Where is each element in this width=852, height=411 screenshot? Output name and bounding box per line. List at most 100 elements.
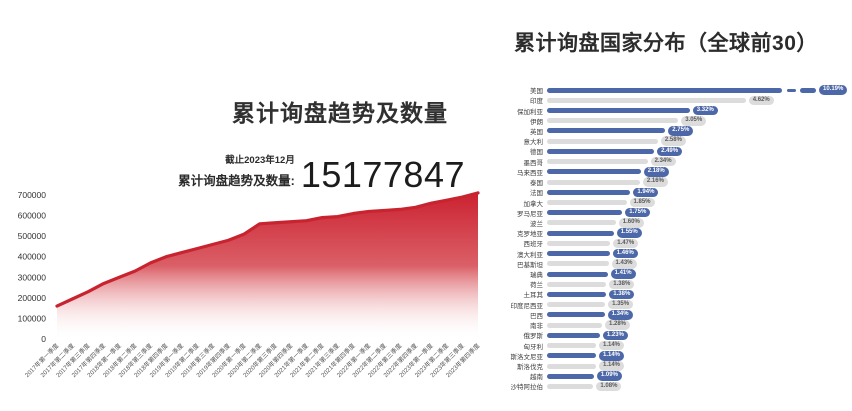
value-badge: 1.35%: [608, 299, 634, 310]
bar-row: 斯洛伐克 1.14%: [503, 361, 852, 371]
bar-row: 澳大利亚 1.46%: [503, 248, 852, 259]
country-label: 马来西亚: [517, 169, 543, 177]
axis-break-dash: [786, 88, 796, 92]
value-badge: 2.34%: [650, 156, 676, 167]
bar-row: 瑞典 1.41%: [503, 269, 852, 279]
bar: [547, 169, 641, 175]
country-label: 土耳其: [523, 292, 544, 300]
bar: [547, 363, 596, 369]
bar: [547, 322, 602, 328]
bar-row: 罗马尼亚 1.75%: [503, 207, 852, 218]
country-label: 墨西哥: [523, 159, 544, 167]
value-badge: 4.62%: [748, 95, 774, 106]
country-label: 泰国: [530, 180, 543, 188]
bar: [547, 108, 690, 114]
value-badge: 10.19%: [819, 85, 848, 95]
value-badge: 1.34%: [607, 310, 633, 320]
value-badge: 1.14%: [599, 340, 625, 351]
bar-row: 越南 1.09%: [503, 371, 852, 381]
y-axis-tick-label: 300000: [18, 272, 47, 282]
bar: [547, 373, 594, 379]
country-label: 巴西: [530, 312, 543, 320]
country-chart-title: 累计询盘国家分布（全球前30）: [514, 32, 818, 55]
country-label: 俄罗斯: [523, 333, 544, 341]
bar: [547, 312, 605, 318]
country-label: 意大利: [523, 139, 544, 147]
country-label: 波兰: [530, 220, 543, 228]
trend-chart-title: 累计询盘趋势及数量: [232, 100, 448, 126]
value-badge: 1.94%: [633, 187, 659, 198]
value-badge: 1.41%: [610, 269, 636, 279]
bar-row: 荷兰 1.38%: [503, 279, 852, 289]
country-label: 印度: [530, 98, 543, 106]
bar: [547, 271, 608, 277]
bar: [547, 281, 607, 287]
bar-row: 马来西亚 2.18%: [503, 167, 852, 177]
value-badge: 3.32%: [692, 105, 718, 116]
bar-row: 加拿大 1.85%: [503, 197, 852, 208]
value-badge: 1.85%: [629, 197, 655, 208]
country-label: 印度尼西亚: [510, 302, 544, 310]
bar-row: 美国 10.19%: [503, 85, 852, 95]
country-label: 美国: [530, 88, 543, 96]
bar-row: 印度 4.62%: [503, 95, 852, 105]
trend-stat-block: 截止2023年12月 累计询盘趋势及数量: 15177847: [178, 152, 465, 195]
bar: [547, 138, 658, 144]
value-badge: 1.47%: [613, 238, 639, 249]
bar: [547, 148, 655, 154]
bar-row: 沙特阿拉伯 1.08%: [503, 381, 852, 391]
y-axis-tick-label: 700000: [18, 190, 47, 200]
bar-row: 克罗地亚 1.55%: [503, 228, 852, 238]
country-label: 南非: [530, 323, 543, 331]
country-label: 德国: [530, 149, 543, 157]
bar-row: 西班牙 1.47%: [503, 238, 852, 248]
value-badge: 1.14%: [599, 351, 625, 361]
bar: [547, 128, 666, 134]
bar-segment: [800, 87, 816, 93]
bar: [547, 291, 607, 297]
bar-row: 保加利亚 3.32%: [503, 105, 852, 116]
bar: [547, 383, 594, 389]
country-label: 罗马尼亚: [517, 210, 543, 218]
value-badge: 3.05%: [681, 116, 707, 126]
bar: [547, 189, 631, 195]
bar-row: 巴西 1.34%: [503, 310, 852, 320]
country-label: 克罗地亚: [517, 231, 543, 239]
stat-total-value: 15177847: [300, 153, 465, 195]
bar-row: 巴基斯坦 1.43%: [503, 259, 852, 269]
bar: [547, 97, 746, 103]
bar-segment: [547, 87, 782, 93]
bar: [547, 210, 623, 216]
trend-stat-caption: 截止2023年12月 累计询盘趋势及数量:: [178, 152, 295, 191]
y-axis-tick-label: 400000: [18, 252, 47, 262]
bar-row: 伊朗 3.05%: [503, 116, 852, 126]
axis-break: [782, 88, 800, 93]
country-label: 荷兰: [530, 282, 543, 290]
bar-row: 土耳其 1.38%: [503, 289, 852, 299]
bar: [547, 179, 640, 185]
bar: [547, 343, 596, 349]
bar-row: 斯洛文尼亚 1.14%: [503, 351, 852, 361]
country-label: 保加利亚: [517, 108, 543, 116]
area-fill: [57, 192, 478, 339]
bar-row: 墨西哥 2.34%: [503, 156, 852, 167]
bar: [547, 118, 679, 124]
bar-row: 意大利 2.58%: [503, 136, 852, 146]
bar-row: 南非 1.28%: [503, 320, 852, 330]
trend-area-chart: 0 100000 200000 300000 400000 500000 600000 700…: [18, 190, 482, 379]
country-label: 英国: [530, 128, 543, 136]
country-label: 越南: [530, 374, 543, 382]
bar-row: 匈牙利 1.14%: [503, 340, 852, 351]
stat-label: 累计询盘趋势及数量:: [178, 174, 295, 188]
bar: [547, 159, 648, 165]
bar: [547, 200, 627, 206]
value-badge: 1.75%: [625, 207, 651, 218]
trend-line: [55, 191, 480, 308]
y-axis-tick-label: 600000: [18, 211, 47, 221]
country-bar-chart: 美国 10.19% 印度 4.62% 保加利亚 3.32% 伊朗 3.05% 英国 2.75% 意大…: [503, 85, 852, 392]
value-badge: 2.16%: [642, 177, 668, 187]
value-badge: 2.49%: [657, 146, 683, 157]
bar-row: 法国 1.94%: [503, 187, 852, 197]
value-badge: 1.08%: [596, 381, 622, 392]
